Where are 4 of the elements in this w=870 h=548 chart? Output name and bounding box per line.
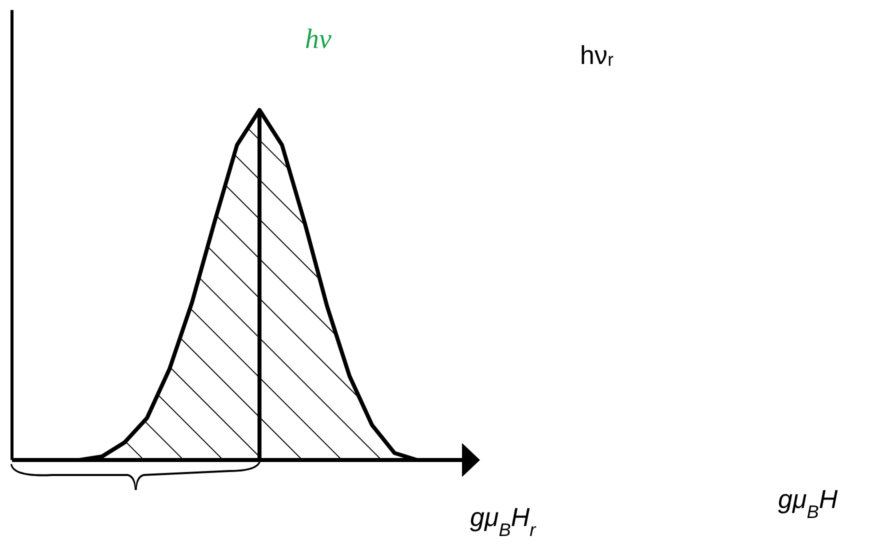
text: hν <box>305 24 332 55</box>
text: hνᵣ <box>580 40 614 70</box>
text: gμ$_{B}$H$_{r}$ <box>470 502 537 540</box>
text: gμ$_{B}$H <box>778 484 838 522</box>
